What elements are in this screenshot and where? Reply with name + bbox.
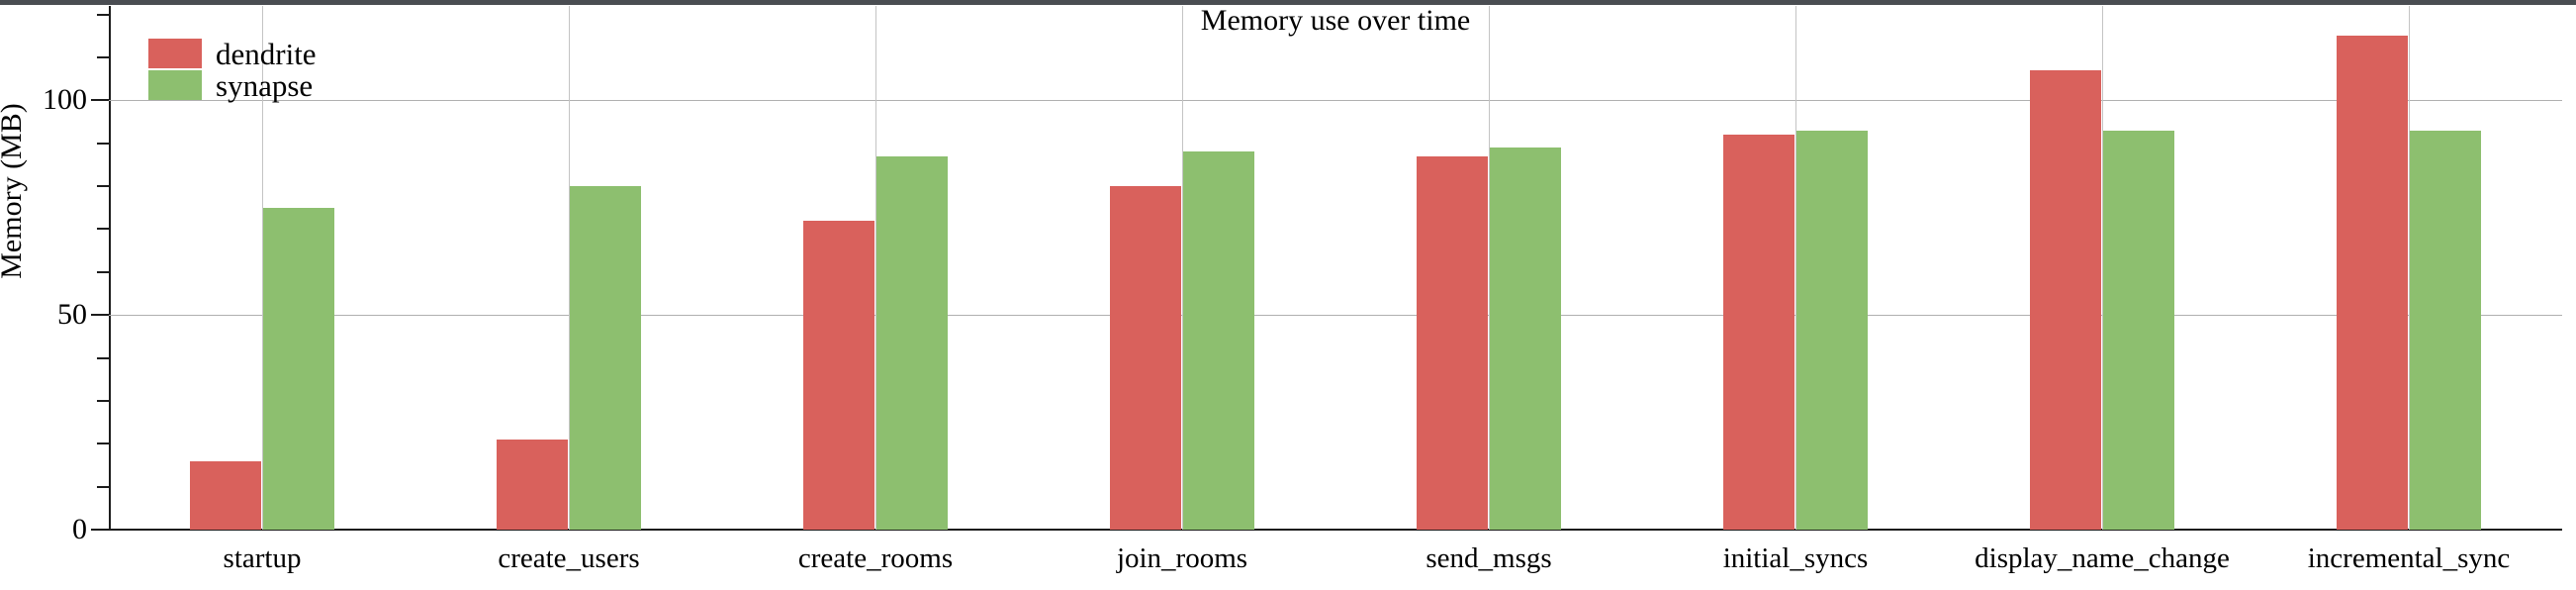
y-tick-minor: [97, 228, 109, 231]
legend-item-dendrite[interactable]: dendrite: [148, 38, 317, 69]
bar-dendrite-create_users[interactable]: [497, 440, 568, 530]
category-separator: [875, 6, 876, 530]
bar-dendrite-startup[interactable]: [190, 461, 261, 530]
x-tick-label-send_msgs: send_msgs: [1426, 542, 1552, 574]
category-separator: [1182, 6, 1183, 530]
chart-title: Memory use over time: [1200, 4, 1471, 37]
bar-synapse-join_rooms[interactable]: [1183, 151, 1254, 530]
bar-dendrite-initial_syncs[interactable]: [1723, 135, 1794, 530]
category-separator: [2409, 6, 2410, 530]
x-tick-label-startup: startup: [223, 542, 302, 574]
y-tick-minor: [97, 399, 109, 402]
category-separator: [262, 6, 263, 530]
bar-dendrite-incremental_sync[interactable]: [2337, 36, 2408, 530]
category-separator: [2102, 6, 2103, 530]
legend-item-synapse[interactable]: synapse: [148, 69, 317, 101]
bar-dendrite-display_name_change[interactable]: [2030, 70, 2101, 530]
x-tick-label-create_users: create_users: [498, 542, 640, 574]
x-tick-label-join_rooms: join_rooms: [1116, 542, 1248, 574]
x-axis-baseline: [109, 529, 2562, 531]
y-tick-minor: [97, 13, 109, 16]
gridline-y: [109, 100, 2562, 102]
legend: dendrite synapse: [148, 38, 317, 101]
bar-dendrite-create_rooms[interactable]: [803, 221, 874, 530]
category-separator: [1795, 6, 1796, 530]
legend-label-synapse: synapse: [216, 67, 314, 103]
category-separator: [1489, 6, 1490, 530]
y-tick-label: 50: [57, 298, 87, 332]
y-tick-minor: [97, 56, 109, 59]
category-separator: [569, 6, 570, 530]
window-top-bar: [0, 0, 2576, 5]
y-tick-major: [91, 529, 111, 531]
y-tick-minor: [97, 270, 109, 273]
y-tick-minor: [97, 442, 109, 445]
bar-synapse-startup[interactable]: [263, 208, 334, 530]
y-tick-label: 100: [43, 83, 87, 117]
bar-synapse-display_name_change[interactable]: [2103, 131, 2174, 530]
x-tick-label-initial_syncs: initial_syncs: [1722, 542, 1869, 574]
plot-area: [109, 6, 2562, 530]
y-tick-major: [91, 99, 111, 102]
bar-dendrite-send_msgs[interactable]: [1417, 156, 1488, 530]
gridline-y: [109, 315, 2562, 317]
bar-synapse-create_users[interactable]: [570, 186, 641, 530]
y-tick-label: 0: [72, 513, 87, 545]
y-axis-title: Memory (MB): [0, 103, 28, 279]
y-tick-minor: [97, 485, 109, 488]
legend-swatch-synapse: [148, 70, 202, 100]
x-tick-label-incremental_sync: incremental_sync: [2307, 542, 2511, 574]
bar-synapse-send_msgs[interactable]: [1490, 148, 1561, 530]
x-tick-label-create_rooms: create_rooms: [797, 542, 954, 574]
bar-dendrite-join_rooms[interactable]: [1110, 186, 1181, 530]
y-axis-spine: [109, 6, 111, 531]
y-tick-minor: [97, 142, 109, 145]
y-tick-minor: [97, 185, 109, 188]
y-tick-minor: [97, 356, 109, 359]
bar-synapse-initial_syncs[interactable]: [1796, 131, 1868, 530]
bar-synapse-create_rooms[interactable]: [876, 156, 948, 530]
legend-label-dendrite: dendrite: [216, 36, 317, 71]
legend-swatch-dendrite: [148, 39, 202, 68]
bar-synapse-incremental_sync[interactable]: [2410, 131, 2481, 530]
y-tick-major: [91, 314, 111, 317]
x-tick-label-display_name_change: display_name_change: [1975, 542, 2230, 574]
